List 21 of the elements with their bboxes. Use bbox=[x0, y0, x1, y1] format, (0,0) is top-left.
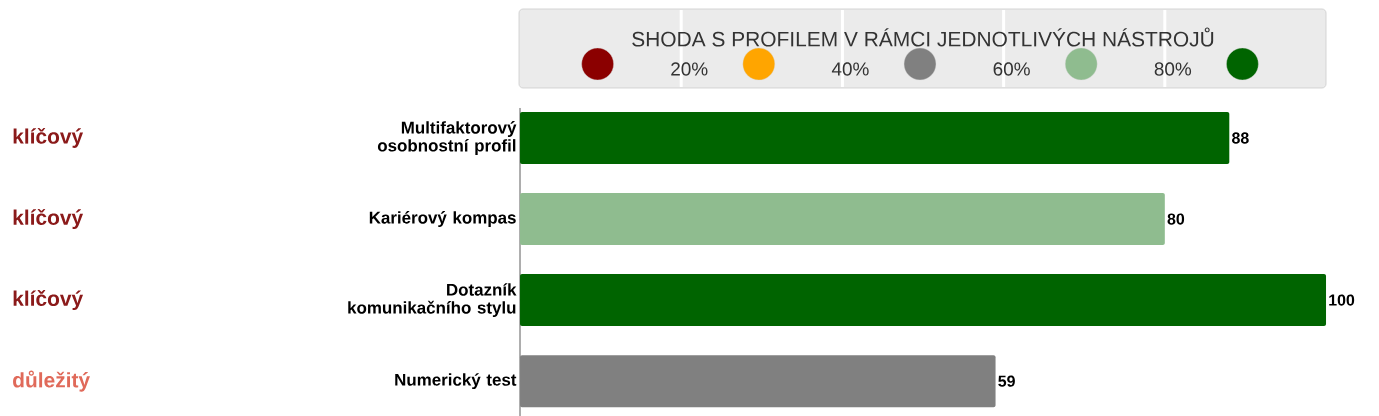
text: klíčový bbox=[13, 289, 84, 310]
text: klíčový bbox=[13, 208, 84, 229]
y-tick-label: Multifaktorový osobnostní profil bbox=[377, 120, 517, 155]
bar bbox=[520, 354, 996, 407]
data-label: 88 bbox=[1232, 132, 1249, 144]
data-label: 100 bbox=[1329, 294, 1355, 306]
color-bar-label: 40% bbox=[831, 62, 869, 76]
color-bar-label: 80% bbox=[1154, 62, 1192, 76]
bar bbox=[520, 273, 1327, 326]
bar bbox=[520, 192, 1165, 245]
color-bar-label: 20% bbox=[671, 62, 708, 76]
color-bar-label: 60% bbox=[993, 62, 1030, 76]
bar bbox=[520, 111, 1230, 164]
y-tick-label: Numerický test bbox=[395, 372, 517, 389]
text: důležitý bbox=[13, 370, 90, 392]
color-bar-title: SHODA S PROFILEM V RÁMCI JEDNOTLIVÝCH NÁSTROJŮ bbox=[632, 27, 1214, 47]
y-tick-label: Kariérový kompas bbox=[369, 210, 516, 227]
data-label: 80 bbox=[1167, 213, 1185, 225]
data-label: 59 bbox=[998, 375, 1015, 387]
y-tick-label: Dotazník komunikačního stylu bbox=[348, 282, 517, 317]
text: klíčový bbox=[13, 127, 84, 148]
